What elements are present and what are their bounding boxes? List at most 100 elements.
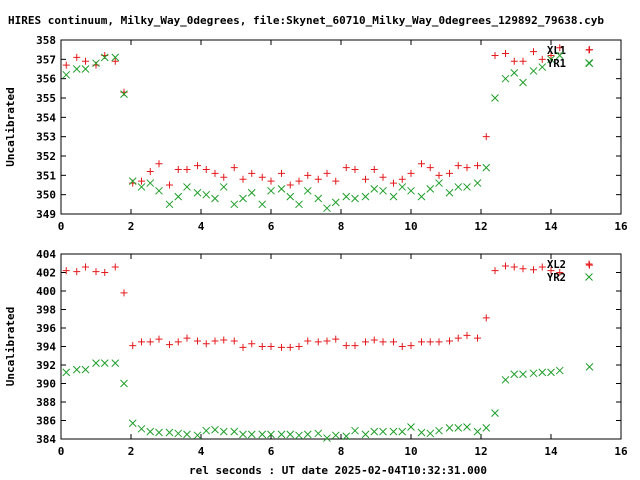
data-point-yr2 [202, 426, 211, 435]
data-point-yr1 [92, 59, 100, 68]
data-point-yr1 [463, 183, 471, 191]
data-point-xl2 [474, 334, 481, 342]
data-point-xl1 [314, 175, 322, 183]
x-axis-label: rel seconds : UT date 2025-02-04T10:32:3… [189, 464, 487, 477]
data-point-xl2 [230, 337, 238, 345]
data-point-yr2 [120, 379, 128, 388]
data-point-yr1 [277, 185, 286, 193]
data-point-yr1 [128, 177, 137, 185]
y-tick-label: 392 [36, 359, 56, 372]
data-point-yr1 [62, 70, 71, 79]
data-point-yr1 [100, 53, 109, 62]
data-point-xl1 [258, 173, 266, 181]
data-point-xl1 [390, 179, 397, 187]
data-point-xl1 [166, 181, 173, 189]
data-point-xl2 [491, 267, 499, 275]
data-point-yr2 [585, 362, 594, 371]
data-point-yr1 [219, 183, 228, 191]
data-point-yr1 [303, 186, 312, 195]
data-point-yr2 [398, 427, 407, 436]
top-panel: 0 2 4 6 8 10 12 14 16 349 350 351 352 353 354 355 356 357… [4, 34, 628, 233]
x-tick-label: 16 [614, 445, 628, 458]
data-point-yr1 [211, 194, 219, 203]
data-point-yr2 [81, 365, 90, 374]
data-point-xl1 [278, 169, 285, 177]
data-point-yr2 [454, 424, 463, 432]
data-point-xl2 [351, 342, 359, 350]
data-point-yr2 [407, 423, 415, 431]
data-point-yr1 [323, 204, 331, 213]
data-point-xl2 [73, 268, 81, 276]
data-point-yr1 [417, 192, 426, 201]
data-point-xl2 [286, 343, 294, 351]
data-point-yr1 [389, 192, 398, 201]
legend-label: YR2 [547, 272, 566, 284]
data-point-xl2 [248, 340, 256, 348]
data-point-yr2 [62, 368, 71, 377]
chart-title: HIRES continuum, Milky_Way_0degrees, fil… [8, 14, 604, 27]
x-tick-label: 14 [544, 220, 558, 233]
y-tick-label: 404 [36, 248, 56, 261]
data-point-yr2 [473, 427, 482, 436]
data-point-xl1 [239, 175, 247, 183]
data-point-xl2 [82, 263, 89, 271]
data-point-xl1 [174, 166, 182, 174]
data-point-xl1 [248, 169, 256, 177]
data-point-yr2 [72, 365, 81, 374]
y-tick-label: 355 [36, 92, 56, 105]
data-point-xl1 [510, 57, 518, 65]
data-point-xl1 [491, 51, 499, 59]
data-point-xl2 [211, 337, 219, 345]
data-point-xl1 [407, 169, 415, 177]
x-tick-label: 2 [128, 220, 135, 233]
data-point-xl2 [278, 343, 285, 351]
data-point-xl2 [146, 338, 154, 346]
data-point-xl1 [146, 167, 154, 175]
y-tick-label: 394 [36, 341, 56, 354]
data-point-yr2 [174, 429, 183, 438]
data-point-yr1 [81, 65, 90, 73]
data-point-yr1 [331, 198, 340, 207]
x-tick-label: 6 [268, 445, 275, 458]
data-point-xl1 [474, 162, 481, 170]
data-point-yr1 [267, 186, 275, 195]
data-point-yr2 [379, 427, 387, 436]
data-point-xl2 [362, 338, 369, 346]
data-point-yr1 [445, 188, 454, 197]
data-point-yr2 [239, 430, 247, 439]
y-tick-label: 402 [36, 267, 56, 280]
y-tick-label: 384 [36, 433, 56, 446]
data-point-xl2 [426, 338, 434, 346]
data-point-xl1 [530, 48, 537, 56]
data-point-xl2 [183, 334, 191, 342]
data-point-yr1 [258, 200, 267, 209]
data-point-xl1 [379, 173, 387, 181]
data-point-yr2 [314, 429, 323, 438]
data-point-yr2 [277, 430, 286, 439]
y-tick-label: 388 [36, 396, 56, 409]
data-point-xl2 [62, 267, 70, 275]
x-tick-label: 2 [128, 445, 135, 458]
data-point-xl2 [120, 289, 128, 297]
data-point-yr2 [555, 366, 564, 375]
data-point-xl1 [202, 166, 210, 174]
data-point-yr2 [146, 427, 155, 436]
data-point-yr1 [473, 179, 482, 187]
data-point-yr2 [331, 431, 340, 440]
data-point-xl1 [463, 164, 471, 172]
data-point-xl2 [174, 338, 182, 346]
data-point-xl1 [332, 177, 340, 185]
data-point-xl2 [92, 268, 100, 276]
data-point-yr2 [258, 430, 267, 439]
data-point-xl2 [538, 263, 546, 271]
data-point-yr2 [342, 432, 351, 441]
data-point-xl2 [111, 263, 119, 271]
data-point-yr1 [137, 183, 146, 191]
data-point-xl1 [183, 166, 191, 174]
data-point-yr2 [361, 430, 370, 439]
data-point-xl2 [267, 343, 275, 350]
data-point-xl1 [267, 177, 275, 185]
data-point-xl2 [379, 338, 387, 346]
data-point-xl2 [390, 338, 397, 346]
data-point-xl2 [342, 342, 350, 350]
